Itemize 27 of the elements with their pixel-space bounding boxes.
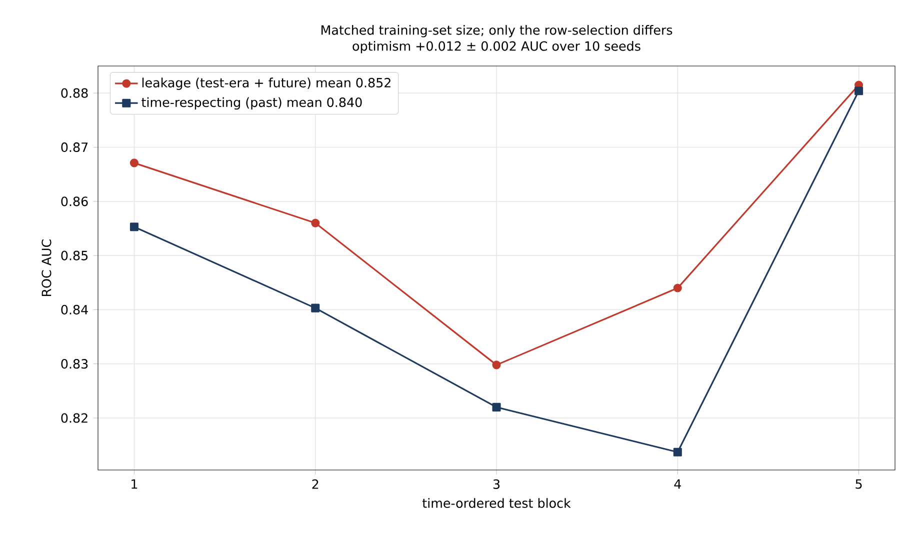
point [130, 158, 138, 168]
y-tick-label: 0.87 [61, 142, 88, 152]
y-tick-label: 0.82 [61, 413, 88, 423]
x-tick-label: 3 [493, 479, 500, 489]
legend-label: leakage (test-era + future) mean 0.852 [142, 78, 390, 90]
point [130, 222, 138, 232]
y-axis-title: ROC AUC [42, 239, 52, 296]
y-tick-label: 0.84 [61, 304, 88, 314]
chart-subtitle: optimism +0.012 ± 0.002 AUC over 10 seeds [352, 41, 640, 54]
x-tick-label: 5 [856, 479, 862, 489]
chart-title: Matched training-set size; only the row-selection differs [321, 25, 672, 38]
y-tick-label: 0.85 [61, 250, 88, 260]
point [492, 402, 501, 412]
x-tick-label: 2 [312, 479, 318, 489]
y-tick-label: 0.83 [61, 359, 88, 369]
point [492, 360, 501, 370]
legend-label: time-respecting (past) mean 0.840 [142, 97, 362, 110]
x-tick-label: 4 [674, 479, 681, 489]
point [673, 284, 682, 292]
point [854, 86, 864, 96]
point [673, 448, 682, 456]
x-tick-label: 1 [132, 479, 138, 489]
x-axis-title: time-ordered test block [422, 498, 571, 508]
point [311, 304, 320, 312]
y-tick-label: 0.88 [61, 88, 88, 98]
point [311, 218, 320, 228]
y-tick-label: 0.86 [61, 196, 88, 206]
